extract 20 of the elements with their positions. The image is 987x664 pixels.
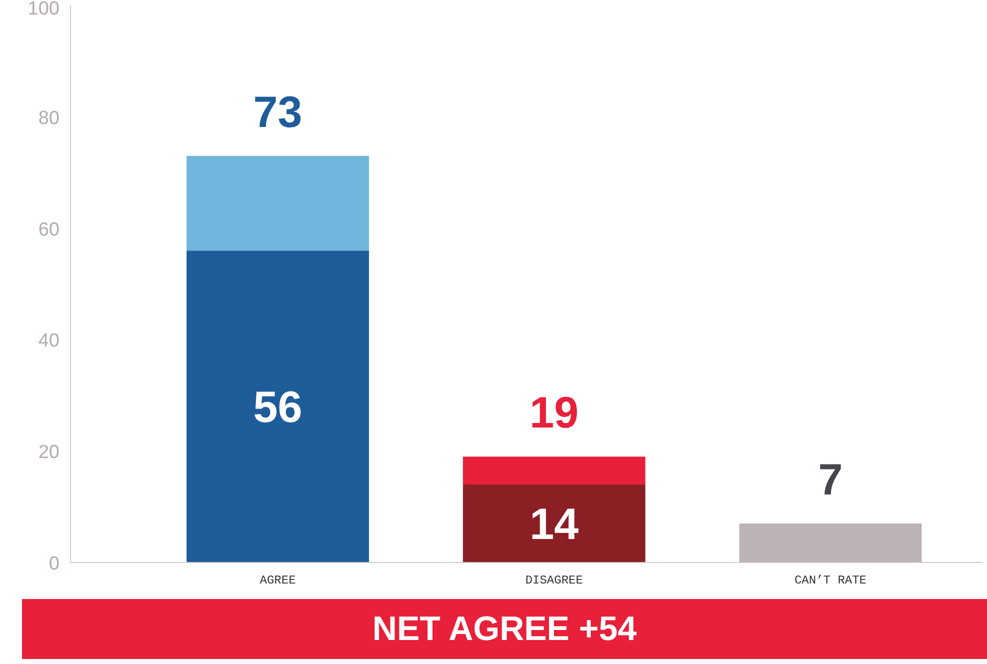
x-tick-label: CAN’T RATE: [794, 574, 867, 588]
x-tick-label: DISAGREE: [525, 574, 583, 588]
total-label: 73: [253, 88, 302, 137]
x-tick-label: AGREE: [260, 574, 296, 588]
y-tick-label: 20: [38, 442, 60, 464]
y-tick-label: 60: [38, 219, 60, 240]
bar: [739, 524, 922, 562]
total-label: 7: [818, 455, 843, 504]
y-tick-label: 80: [38, 108, 60, 129]
data-label: 14: [530, 500, 580, 550]
bar: [462, 484, 646, 562]
data-label: 56: [253, 383, 302, 432]
text: NET AGREE +54: [372, 609, 637, 650]
y-tick-label: 0: [48, 554, 60, 574]
y-tick-label: 40: [38, 330, 60, 352]
total-label: 19: [530, 388, 579, 438]
bar: [186, 250, 369, 562]
bar: [186, 156, 369, 251]
bar: [462, 456, 646, 485]
y-tick-label: 100: [28, 0, 60, 20]
